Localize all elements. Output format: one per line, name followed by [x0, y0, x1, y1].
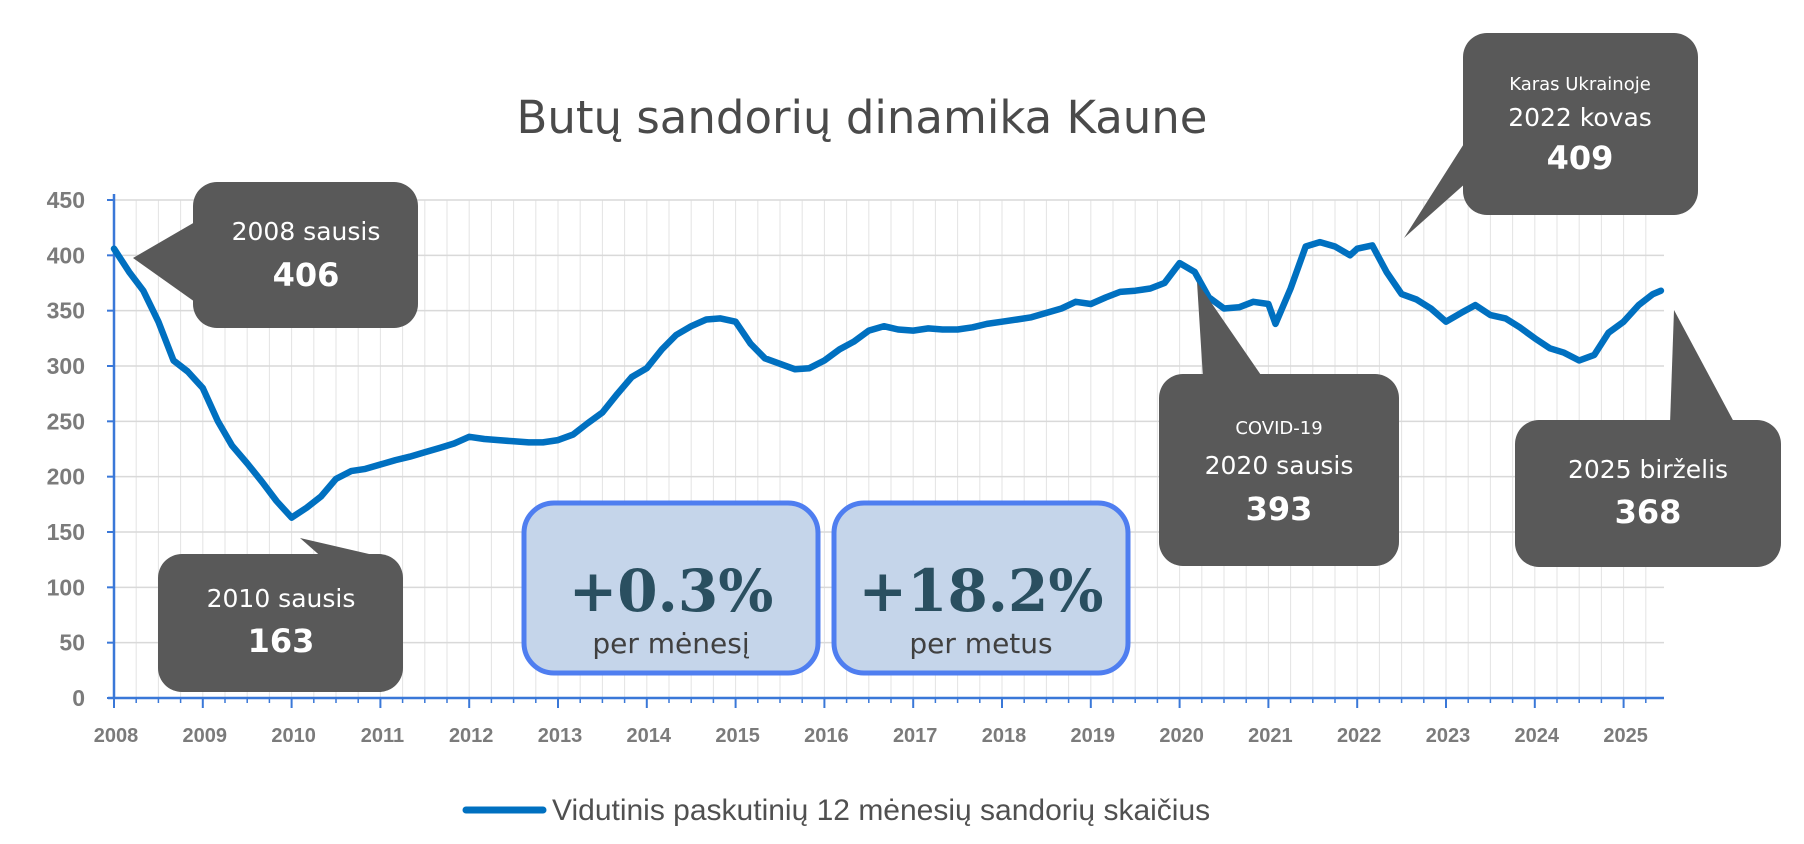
stat-value: +0.3% [569, 557, 774, 625]
y-tick-label: 50 [59, 630, 85, 656]
stat-label: per metus [909, 627, 1052, 660]
y-tick-label: 450 [47, 187, 85, 213]
chart-title: Butų sandorių dinamika Kaune [517, 91, 1208, 144]
annotation-a2008: 2008 sausis 406 [133, 182, 418, 328]
annotation-pointer [133, 222, 195, 302]
x-tick-label: 2021 [1248, 725, 1293, 747]
y-tick-label: 400 [47, 242, 85, 268]
x-tick-label: 2009 [183, 725, 228, 747]
annotation-box [1463, 33, 1698, 215]
y-axis-ticks: 0 50 100 150 200 250 300 350 400 450 [47, 187, 85, 711]
legend-label: Vidutinis paskutinių 12 mėnesių sandorių… [552, 794, 1210, 827]
y-tick-label: 0 [72, 685, 85, 711]
x-tick-label: 2013 [538, 725, 583, 747]
stat-label: per mėnesį [592, 627, 749, 660]
annotation-box [193, 182, 418, 328]
y-tick-label: 100 [47, 574, 85, 600]
y-tick-label: 350 [47, 298, 85, 324]
x-tick-label: 2025 [1603, 725, 1648, 747]
stat-box-frame [831, 500, 1131, 676]
annotation-label: 2010 sausis [207, 584, 356, 613]
x-tick-label: 2018 [982, 725, 1027, 747]
stat-value: +18.2% [859, 557, 1104, 625]
x-axis-ticks: 2008 2009 2010 2011 2012 2013 2014 2015 2016 2017… [94, 725, 1648, 747]
annotation-pointer [1670, 310, 1735, 424]
annotation-value: 368 [1615, 493, 1682, 531]
stat-box: +0.3%per mėnesį [521, 500, 821, 676]
stat-box: +18.2%per metus [831, 500, 1131, 676]
annotation-label: 2020 sausis [1205, 451, 1354, 480]
annotation-box [1515, 420, 1781, 567]
series-line [110, 238, 1665, 521]
x-tick-label: 2016 [804, 725, 849, 747]
stat-box-frame [521, 500, 821, 676]
x-tick-label: 2023 [1426, 725, 1471, 747]
annotation-value: 409 [1547, 139, 1614, 177]
annotation-value: 406 [273, 256, 340, 294]
x-tick-label: 2012 [449, 725, 494, 747]
annotation-a2025: 2025 birželis 368 [1515, 310, 1781, 567]
annotations: 2008 sausis 406 2010 sausis 163 COVID-19 2020… [133, 33, 1781, 692]
annotation-label: 2008 sausis [232, 217, 381, 246]
annotation-box [158, 554, 403, 692]
annotation-value: 393 [1246, 490, 1313, 528]
y-tick-label: 300 [47, 353, 85, 379]
y-tick-label: 200 [47, 464, 85, 490]
annotation-pointer [1197, 282, 1263, 378]
annotation-a2010: 2010 sausis 163 [158, 538, 403, 692]
legend: Vidutinis paskutinių 12 mėnesių sandorių… [462, 794, 1210, 827]
annotation-label: COVID-19 [1235, 418, 1322, 439]
x-tick-label: 2019 [1071, 725, 1116, 747]
annotation-label: Karas Ukrainoje [1509, 74, 1651, 95]
annotation-box [1159, 374, 1399, 566]
x-tick-label: 2010 [271, 725, 316, 747]
x-tick-label: 2014 [627, 725, 672, 747]
annotation-a2022: Karas Ukrainoje 2022 kovas 409 [1404, 33, 1698, 238]
annotation-pointer [1404, 139, 1467, 238]
x-tick-label: 2022 [1337, 725, 1382, 747]
annotation-value: 163 [248, 622, 315, 660]
x-tick-label: 2011 [361, 725, 404, 747]
series-group [110, 238, 1665, 521]
stat-boxes: +0.3%per mėnesį+18.2%per metus [521, 500, 1131, 676]
y-tick-label: 250 [47, 408, 85, 434]
y-tick-label: 150 [47, 519, 85, 545]
axes [107, 194, 1664, 708]
x-tick-label: 2008 [94, 725, 139, 747]
annotation-a2020: COVID-19 2020 sausis 393 [1159, 282, 1399, 566]
annotation-label: 2025 birželis [1568, 455, 1728, 484]
x-tick-label: 2020 [1159, 725, 1204, 747]
x-tick-label: 2024 [1515, 725, 1560, 747]
x-tick-label: 2015 [715, 725, 760, 747]
annotation-label: 2022 kovas [1508, 103, 1652, 132]
x-tick-label: 2017 [893, 725, 938, 747]
